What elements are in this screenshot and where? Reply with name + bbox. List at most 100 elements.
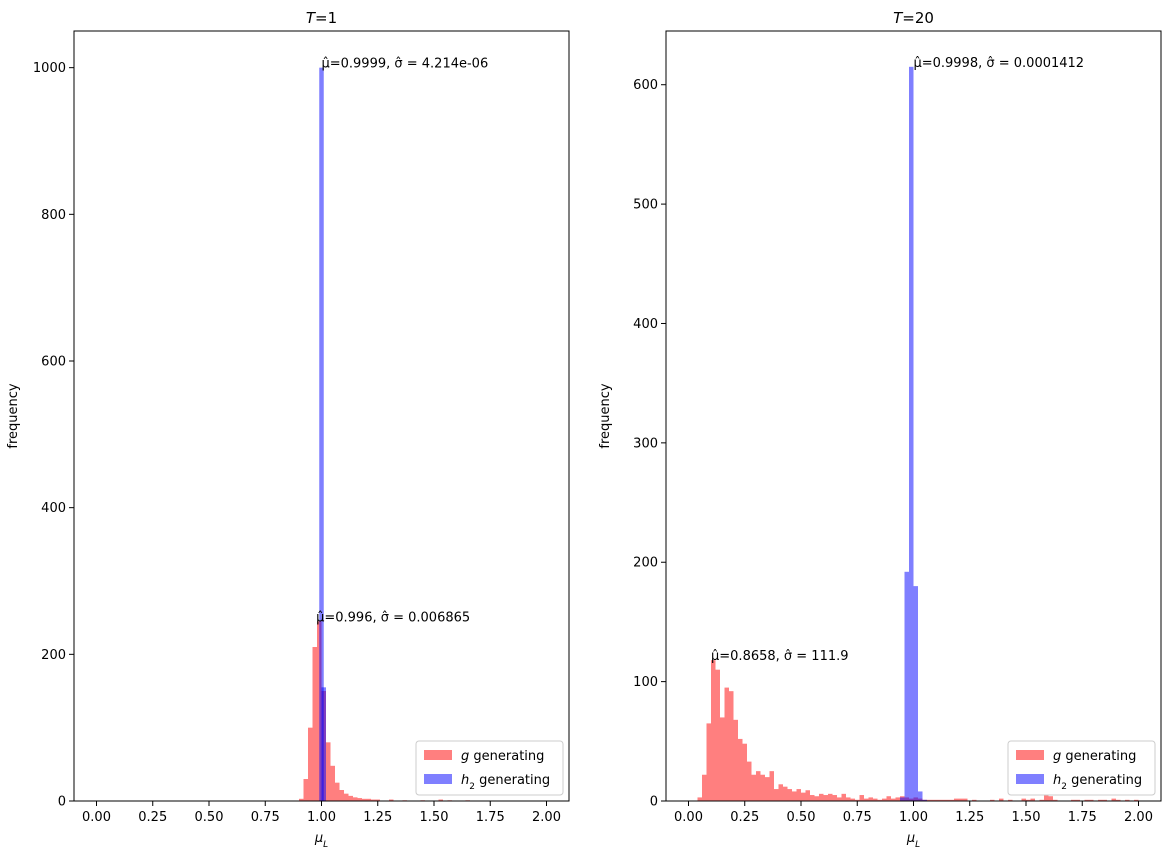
annotations: μ̂=0.9999, σ̂ = 4.214e-06 μ̂=0.996, σ̂ = … xyxy=(316,57,488,626)
legend-box xyxy=(415,740,564,796)
y-tick-label: 600 xyxy=(41,355,66,370)
bar-g-1 xyxy=(303,779,308,801)
y-tick-label: 200 xyxy=(633,556,658,571)
histogram-panel-t20: 0.00 0.25 0.50 0.75 1.00 1.25 1.50 1.75 2.00 0 10… xyxy=(598,9,1162,850)
bar-h2-3 xyxy=(913,586,918,801)
bar-g-9 xyxy=(738,738,743,801)
bar-g-22 xyxy=(796,789,801,801)
y-tick-label: 600 xyxy=(633,78,658,93)
x-tick-label: 1.25 xyxy=(955,810,984,825)
bar-g-53 xyxy=(936,799,941,801)
bar-g-62 xyxy=(999,798,1004,801)
bar-g-51 xyxy=(927,799,932,801)
legend-swatch xyxy=(1016,774,1044,784)
bar-g-34 xyxy=(850,798,855,801)
bar-h2-2 xyxy=(909,66,914,801)
bar-g-72 xyxy=(1075,799,1080,801)
bar-g-2 xyxy=(308,727,313,801)
bar-g-61 xyxy=(990,799,995,801)
y-tick-label: 300 xyxy=(633,436,658,451)
bar-g-6 xyxy=(724,687,729,801)
bar-g-8 xyxy=(733,719,738,801)
legend-label: g generating xyxy=(1053,749,1136,764)
bar-g-28 xyxy=(823,795,828,801)
bar-g-29 xyxy=(828,793,833,801)
bars-group xyxy=(299,67,470,801)
stat-annotation: μ̂=0.996, σ̂ = 0.006865 xyxy=(316,610,470,625)
bar-g-0 xyxy=(697,797,702,801)
bar-g-0 xyxy=(299,798,304,801)
histogram-panel-t1: 0.00 0.25 0.50 0.75 1.00 1.25 1.50 1.75 2.00 0 20… xyxy=(6,9,570,850)
bar-g-76 xyxy=(1102,799,1107,801)
annotations: μ̂=0.9998, σ̂ = 0.0001412 μ̂=0.8658, σ̂ =… xyxy=(711,56,1084,664)
bar-g-26 xyxy=(814,796,819,801)
x-ticks: 0.00 0.25 0.50 0.75 1.00 1.25 1.50 1.75 2.00 xyxy=(674,801,1153,825)
bar-g-41 xyxy=(882,798,887,801)
bar-g-69 xyxy=(1048,796,1053,801)
bar-g-3 xyxy=(312,647,317,801)
bar-g-18 xyxy=(778,784,783,801)
bar-g-54 xyxy=(940,799,945,801)
bar-g-31 xyxy=(837,797,842,801)
x-tick-label: 1.00 xyxy=(899,810,928,825)
chart-title: T=1 xyxy=(306,9,337,27)
bar-g-39 xyxy=(873,798,878,801)
bar-h2-4 xyxy=(918,791,923,801)
bar-g-78 xyxy=(1116,799,1121,801)
x-tick-label: 1.75 xyxy=(1068,810,1097,825)
x-tick-label: 0.50 xyxy=(195,810,224,825)
legend-label: g generating xyxy=(461,749,544,764)
bar-g-35 xyxy=(855,799,860,801)
x-tick-label: 1.50 xyxy=(420,810,449,825)
x-tick-label: 0.25 xyxy=(730,810,759,825)
bar-g-16 xyxy=(769,771,774,801)
legend-label: h2 generating xyxy=(1053,773,1142,792)
y-tick-label: 400 xyxy=(41,501,66,516)
bar-g-12 xyxy=(751,774,756,801)
bar-g-14 xyxy=(362,798,367,801)
bar-g-43 xyxy=(891,798,896,801)
x-tick-label: 0.00 xyxy=(82,810,111,825)
y-tick-label: 0 xyxy=(650,795,658,810)
y-tick-label: 400 xyxy=(633,317,658,332)
bar-g-70 xyxy=(1053,799,1058,801)
axes-frame xyxy=(73,30,570,802)
x-tick-label: 1.75 xyxy=(476,810,505,825)
bar-h2-0 xyxy=(319,67,324,801)
bar-h2-5 xyxy=(922,799,927,801)
bar-g-23 xyxy=(801,792,806,801)
bar-g-10 xyxy=(344,793,349,801)
stat-annotation: μ̂=0.9999, σ̂ = 4.214e-06 xyxy=(321,57,488,72)
x-ticks: 0.00 0.25 0.50 0.75 1.00 1.25 1.50 1.75 2.00 xyxy=(82,801,561,825)
bar-g-17 xyxy=(774,789,779,801)
bar-g-80 xyxy=(1134,799,1139,801)
bar-g-6 xyxy=(326,742,331,801)
bar-g-58 xyxy=(958,798,963,801)
bar-g-33 xyxy=(846,797,851,801)
bar-g-65 xyxy=(1026,799,1031,801)
bar-g-68 xyxy=(1044,795,1049,801)
y-axis-label: frequency xyxy=(6,383,21,449)
bar-g-67 xyxy=(1039,799,1044,801)
bar-g-3 xyxy=(711,660,716,801)
legend-label: h2 generating xyxy=(461,773,550,792)
bar-g-21 xyxy=(438,799,443,801)
x-tick-label: 1.50 xyxy=(1012,810,1041,825)
y-tick-label: 100 xyxy=(633,675,658,690)
y-tick-label: 800 xyxy=(41,208,66,223)
legend-box xyxy=(1007,740,1156,796)
y-axis-label: frequency xyxy=(598,383,613,449)
x-tick-label: 1.25 xyxy=(363,810,392,825)
y-tick-label: 200 xyxy=(41,648,66,663)
bar-g-25 xyxy=(810,795,815,801)
axes-frame xyxy=(665,30,1162,802)
bar-g-24 xyxy=(805,790,810,801)
bar-g-38 xyxy=(868,797,873,801)
bar-g-64 xyxy=(1021,798,1026,801)
bar-g-71 xyxy=(1071,799,1076,801)
bar-g-19 xyxy=(783,786,788,801)
bar-g-2 xyxy=(706,723,711,801)
y-tick-label: 1000 xyxy=(33,61,66,76)
y-ticks: 0 100 200 300 400 500 600 xyxy=(633,78,666,810)
